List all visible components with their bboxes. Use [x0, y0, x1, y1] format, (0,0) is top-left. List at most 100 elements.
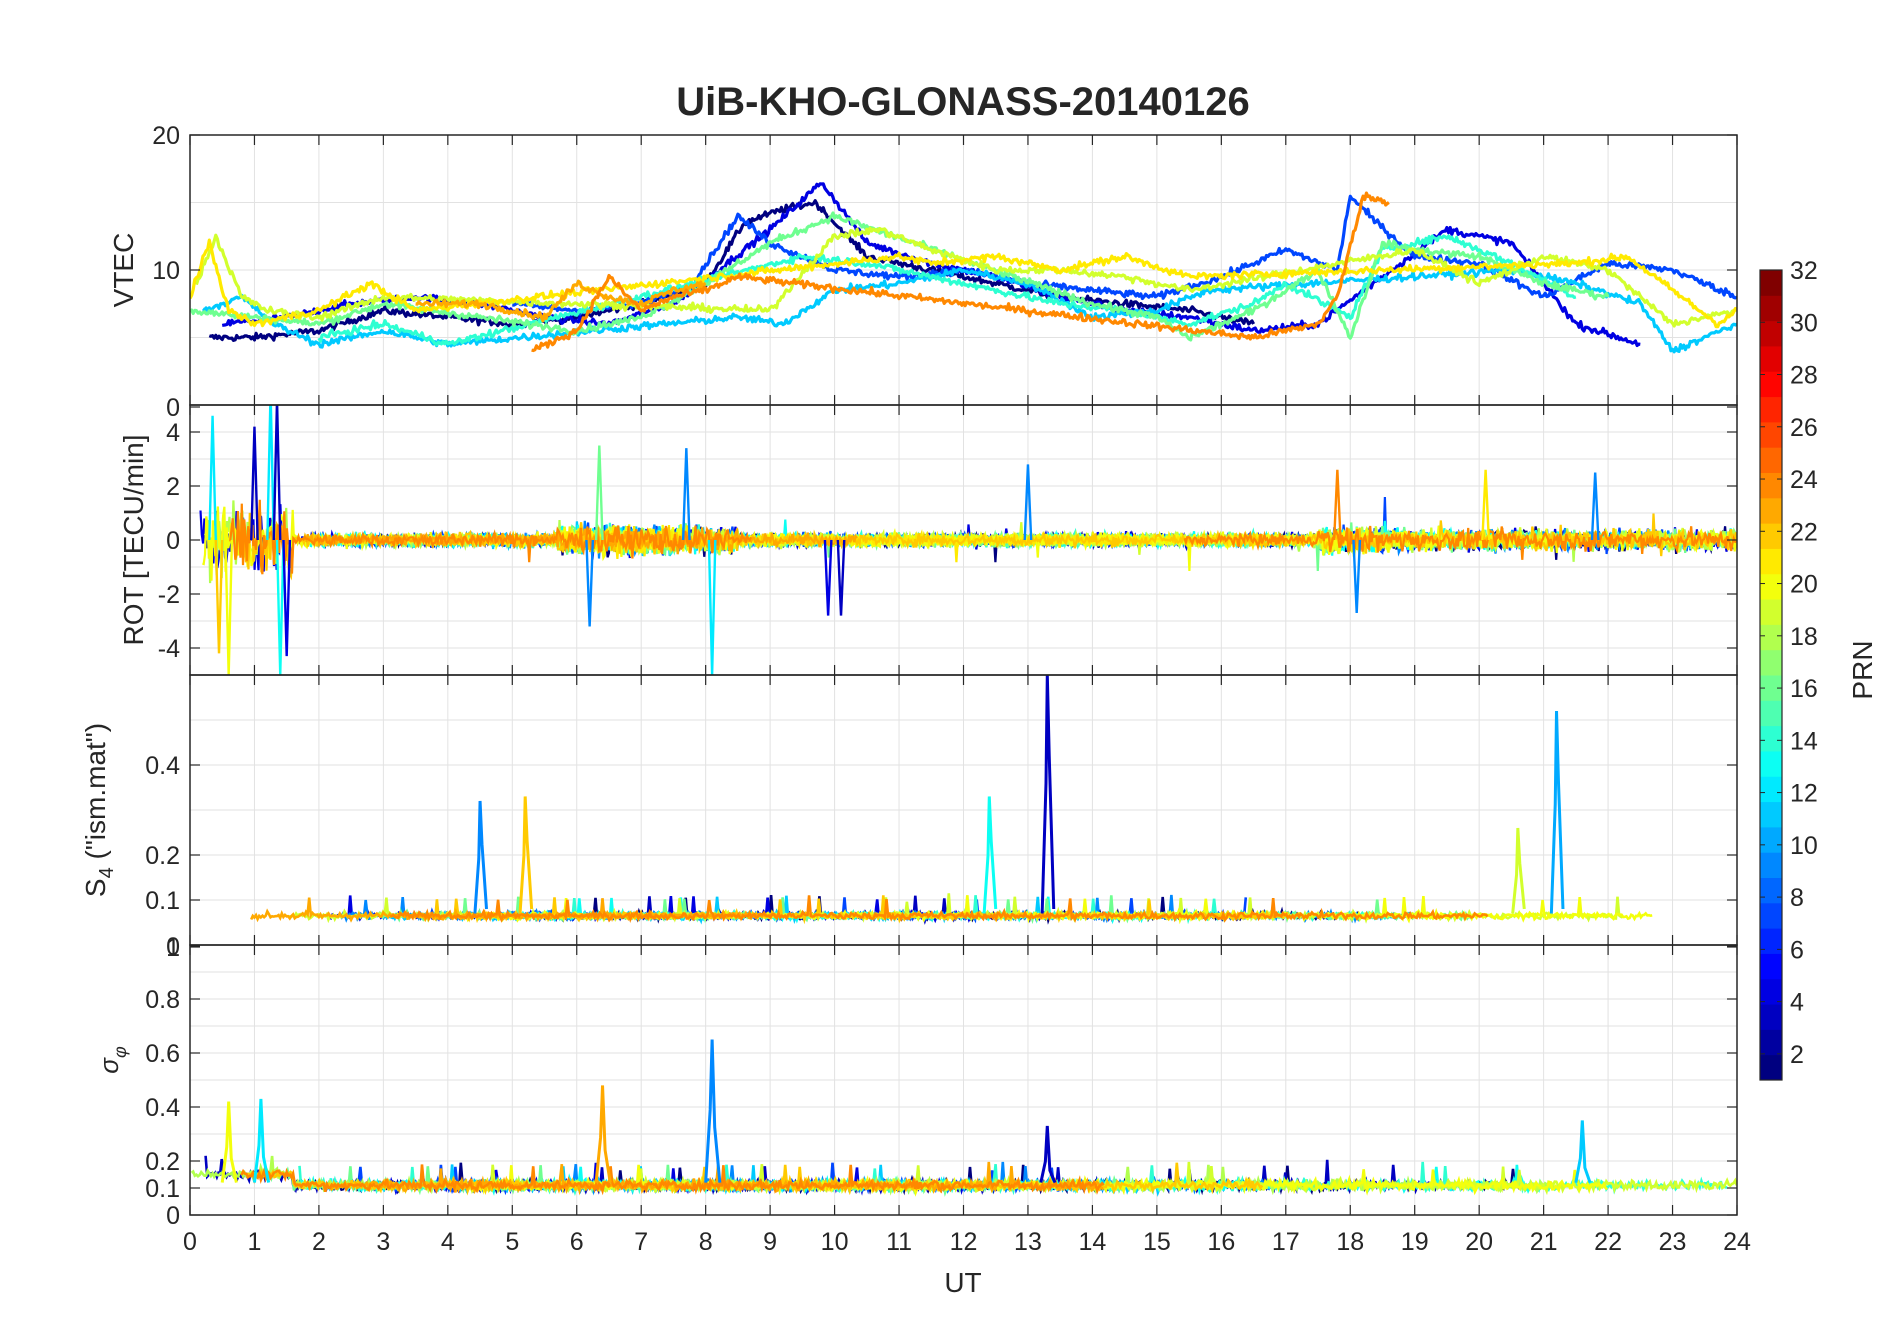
colorbar-tick-label: 6 [1790, 936, 1804, 964]
rot-spike [266, 405, 275, 541]
s4-spike [518, 796, 534, 914]
x-tick-label: 24 [1723, 1228, 1751, 1256]
sigma-phi-spike [1574, 1120, 1592, 1184]
colorbar-bin [1760, 801, 1782, 828]
colorbar-tick-label: 20 [1790, 571, 1818, 599]
vtec-panel [190, 182, 1737, 354]
vtec-series-line [531, 191, 1390, 353]
colorbar-tick-label: 24 [1790, 466, 1818, 494]
colorbar-tick-label: 26 [1790, 414, 1818, 442]
x-tick-label: 1 [248, 1228, 262, 1256]
colorbar-bin [1760, 472, 1782, 499]
sigma-phi-spike [1039, 1125, 1057, 1184]
y-tick-label: 0 [166, 394, 180, 422]
y-tick-label: 0.1 [145, 887, 180, 915]
colorbar-bin [1760, 548, 1782, 575]
x-tick-label: 18 [1336, 1228, 1364, 1256]
rot-spike [1481, 469, 1491, 541]
rot-spike [585, 539, 595, 627]
y-tick-label: 4 [166, 419, 180, 447]
rot-spike [681, 448, 691, 541]
figure-title: UiB-KHO-GLONASS-20140126 [676, 80, 1250, 124]
y-tick-label: 0.2 [145, 842, 180, 870]
colorbar-tick-label: 16 [1790, 675, 1818, 703]
x-tick-labels: 0 1 2 3 4 5 6 7 8 9 10 11 12 13 14 15 16 17 18 19 20 21 22 23 24 [183, 1228, 1751, 1256]
y-tick-label: 0.2 [145, 1148, 180, 1176]
s4-panel [250, 675, 1653, 925]
y-tick-label: 20 [152, 122, 180, 150]
colorbar-bin [1760, 750, 1782, 777]
colorbar-bin [1760, 371, 1782, 398]
x-tick-label: 17 [1272, 1228, 1300, 1256]
s4-spike [473, 800, 489, 914]
y-tick-label: 0.1 [145, 1175, 180, 1203]
sigma-phi-panel [190, 1039, 1737, 1197]
sigma-phi-series-line [240, 1164, 1105, 1196]
y-tick-label: 2 [166, 473, 180, 501]
s4-series-line [389, 895, 1489, 924]
colorbar-bin [1760, 1004, 1782, 1030]
x-axis-label: UT [944, 1267, 981, 1298]
colorbar-tick-label: 10 [1790, 832, 1818, 860]
vtec-series-line [201, 265, 1737, 354]
x-tick-label: 8 [699, 1228, 713, 1256]
rot-spike [1590, 472, 1600, 541]
colorbar-bin [1760, 700, 1782, 727]
colorbar-bin [1760, 725, 1782, 752]
colorbar-bin [1760, 497, 1782, 524]
x-tick-label: 2 [312, 1228, 326, 1256]
colorbar [1759, 269, 1783, 1081]
vtec-series-line [190, 238, 1737, 329]
colorbar-bin [1760, 447, 1782, 473]
x-tick-label: 7 [634, 1228, 648, 1256]
colorbar-bin [1760, 675, 1782, 701]
rot-spike [823, 539, 833, 616]
colorbar-bin [1760, 599, 1782, 625]
colorbar-bin [1760, 877, 1782, 904]
colorbar-bin [1760, 320, 1782, 347]
vtec-axis-label: VTEC [108, 233, 139, 308]
colorbar-bin [1760, 295, 1782, 322]
rot-spike [594, 445, 604, 541]
s4-spike [1549, 710, 1565, 914]
sigma-phi-axis-label: σφ [94, 1046, 130, 1074]
colorbar-bin [1760, 270, 1782, 296]
y-tick-label: 0.6 [145, 1040, 180, 1068]
rot-series-line [1183, 525, 1737, 560]
colorbar-bin [1760, 978, 1782, 1005]
colorbar-bin [1760, 953, 1782, 980]
rot-spike [707, 539, 717, 675]
colorbar-label: PRN [1847, 640, 1878, 699]
x-tick-label: 11 [886, 1228, 912, 1256]
vtec-series-line [415, 279, 707, 323]
s4-spike [982, 796, 998, 914]
y-tick-label: 0.4 [145, 1094, 180, 1122]
x-tick-label: 0 [183, 1228, 197, 1256]
rot-spike [214, 539, 224, 654]
rot-spike [272, 405, 282, 541]
colorbar-bin [1760, 1029, 1782, 1056]
x-tick-label: 10 [821, 1228, 849, 1256]
s4-spike [1511, 827, 1526, 914]
x-tick-label: 13 [1014, 1228, 1042, 1256]
x-tick-label: 6 [570, 1228, 584, 1256]
sigma-phi-spike [252, 1098, 271, 1183]
rot-spike [250, 426, 259, 541]
colorbar-bin [1760, 345, 1782, 372]
colorbar-tick-label: 30 [1790, 309, 1818, 337]
colorbar-tick-label: 12 [1790, 780, 1818, 808]
colorbar-bin [1760, 523, 1782, 549]
colorbar-tick-label: 18 [1790, 623, 1818, 651]
sigma-phi-spike [220, 1101, 238, 1183]
y-tick-label: 0.8 [145, 986, 180, 1014]
rot-spike [275, 539, 285, 675]
y-tick-label: 1 [166, 934, 180, 962]
x-tick-label: 5 [505, 1228, 519, 1256]
colorbar-bin [1760, 396, 1782, 423]
rot-axis-label: ROT [TECU/min] [118, 434, 149, 645]
colorbar-tick-label: 28 [1790, 362, 1818, 390]
rot-spike [282, 539, 292, 657]
colorbar-bin [1760, 826, 1782, 853]
x-tick-label: 12 [950, 1228, 978, 1256]
